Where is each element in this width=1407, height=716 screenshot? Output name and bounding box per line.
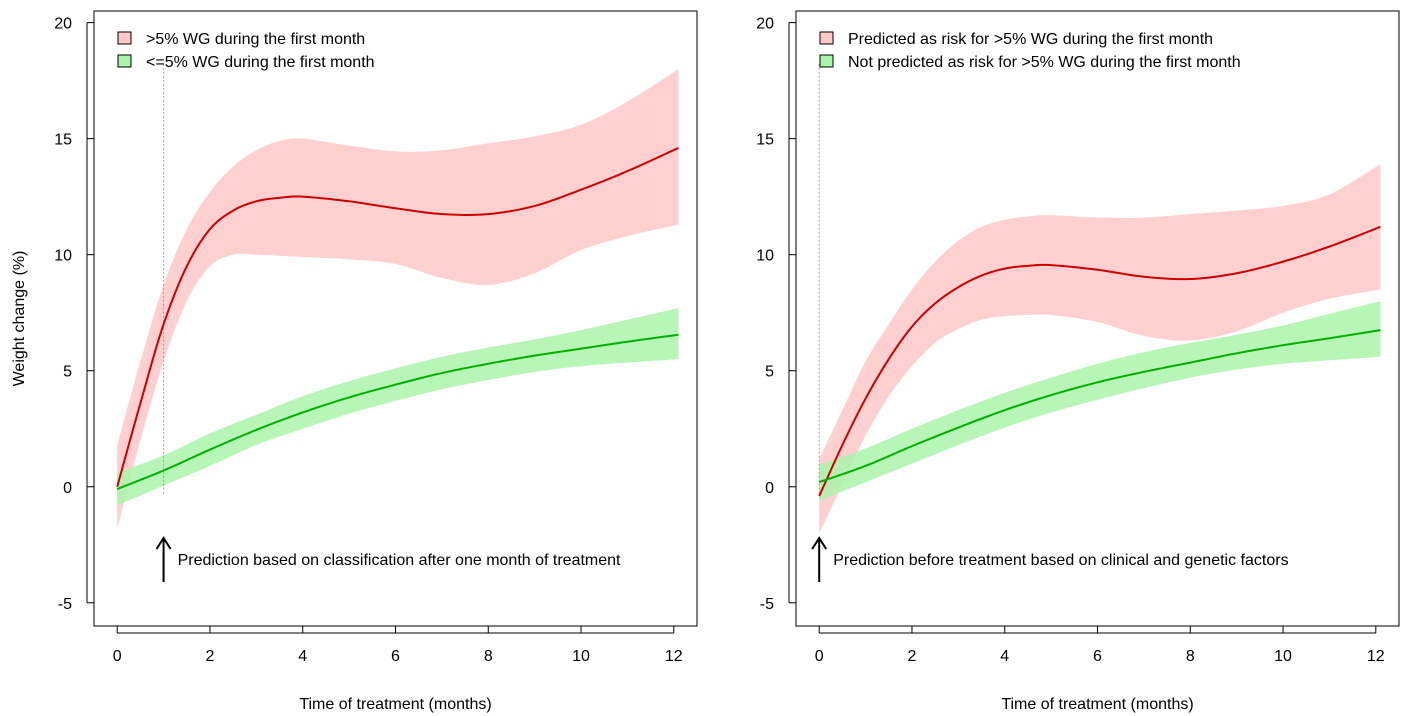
y-axis: -5 0 5 10 15 20: [54, 16, 94, 613]
y-tick-label: 0: [765, 480, 774, 497]
series-line-1: [116, 333, 679, 491]
y-tick-label: 10: [756, 248, 774, 265]
x-tick-label: 2: [908, 648, 917, 665]
right-panel: 0 2 4 6 8 10 12 -5 0 5 10 15 20 Time of treatment (…: [756, 10, 1400, 713]
prediction-annotation: Prediction before treatment based on cli…: [811, 536, 1289, 582]
up-arrow-icon: [811, 536, 828, 582]
confidence-band-0: [819, 164, 1381, 534]
left-panel: 0 2 4 6 8 10 12 -5 0 5 10 15 20 Time of treatment (…: [11, 10, 698, 713]
y-tick-label: 0: [63, 480, 72, 497]
confidence-band-1: [117, 308, 679, 506]
confidence-bands: [819, 164, 1381, 534]
legend: >5% WG during the first month <=5% WG dur…: [117, 31, 375, 71]
y-axis-label: Weight change (%): [11, 251, 28, 387]
x-tick-label: 4: [298, 648, 307, 665]
y-tick-label: 5: [765, 364, 774, 381]
legend-label: Predicted as risk for >5% WG during the …: [848, 31, 1213, 48]
y-tick-label: 15: [756, 132, 774, 149]
legend-swatch: [117, 54, 132, 68]
y-tick-label: 20: [54, 16, 72, 33]
annotation-text: Prediction based on classification after…: [178, 552, 621, 569]
confidence-band-0: [117, 69, 679, 529]
x-tick-label: 12: [665, 648, 683, 665]
plot-frame: [93, 10, 698, 627]
x-tick-label: 6: [391, 648, 400, 665]
y-tick-label: 5: [63, 364, 72, 381]
x-tick-label: 10: [572, 648, 590, 665]
x-tick-label: 12: [1367, 648, 1385, 665]
x-tick-label: 4: [1000, 648, 1009, 665]
y-axis: -5 0 5 10 15 20: [756, 16, 796, 613]
x-axis-label: Time of treatment (months): [1001, 696, 1193, 713]
legend-label: >5% WG during the first month: [146, 31, 365, 48]
x-tick-label: 0: [815, 648, 824, 665]
x-axis: 0 2 4 6 8 10 12: [113, 626, 683, 665]
y-tick-label: 10: [54, 248, 72, 265]
confidence-bands: [117, 69, 679, 529]
x-axis: 0 2 4 6 8 10 12: [815, 626, 1385, 665]
y-tick-label: -5: [58, 596, 72, 613]
x-tick-label: 0: [113, 648, 122, 665]
annotation-text: Prediction before treatment based on cli…: [833, 552, 1288, 569]
x-tick-label: 6: [1093, 648, 1102, 665]
series-line-1: [818, 329, 1381, 484]
series-line-0: [818, 225, 1381, 497]
series-line-0: [116, 147, 679, 488]
y-tick-label: 15: [54, 132, 72, 149]
prediction-annotation: Prediction based on classification after…: [155, 536, 621, 582]
x-axis-label: Time of treatment (months): [299, 696, 491, 713]
confidence-band-1: [819, 301, 1381, 501]
legend-label: <=5% WG during the first month: [146, 54, 375, 71]
legend-swatch: [117, 31, 132, 45]
legend-swatch: [819, 54, 834, 68]
series-lines: [818, 225, 1381, 497]
y-tick-label: -5: [760, 596, 774, 613]
series-lines: [116, 147, 679, 491]
legend-label: Not predicted as risk for >5% WG during …: [848, 54, 1241, 71]
x-tick-label: 8: [484, 648, 493, 665]
legend-swatch: [819, 31, 834, 45]
legend: Predicted as risk for >5% WG during the …: [819, 31, 1241, 71]
x-tick-label: 2: [206, 648, 215, 665]
x-tick-label: 8: [1186, 648, 1195, 665]
x-tick-label: 10: [1274, 648, 1292, 665]
up-arrow-icon: [155, 536, 172, 582]
y-tick-label: 20: [756, 16, 774, 33]
